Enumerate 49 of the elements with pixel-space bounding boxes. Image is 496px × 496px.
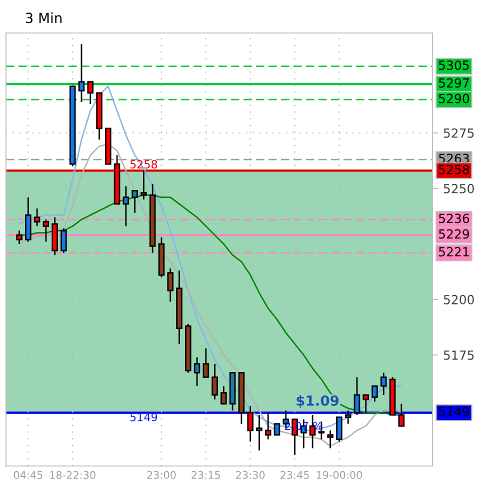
band-label: $1.09 <box>296 395 339 408</box>
y-tick-label: 5275 <box>444 128 474 138</box>
candlestick <box>60 228 67 254</box>
x-tick-label: 23:00 <box>147 471 176 479</box>
candlestick <box>42 218 50 242</box>
candlestick <box>247 405 254 442</box>
ref-line-label: 5236 <box>439 214 470 224</box>
x-tick-label: 18-22:30 <box>50 471 96 479</box>
candlestick <box>362 394 369 414</box>
candlestick <box>380 372 387 396</box>
x-tick-label: 04:45 <box>14 471 42 479</box>
candlestick <box>122 186 130 227</box>
y-tick-label: 5250 <box>444 184 474 194</box>
candlestick <box>264 412 272 440</box>
candlestick <box>336 416 342 442</box>
x-tick-label: 23:45 <box>280 471 309 479</box>
candlestick <box>87 81 94 105</box>
x-tick-label: 23:15 <box>192 471 220 479</box>
ref-line-label: 5258 <box>439 164 470 174</box>
candlestick <box>398 403 405 427</box>
candlestick <box>327 430 334 449</box>
annotation: 5149 <box>130 412 158 422</box>
candlestick <box>132 190 138 214</box>
candlestick <box>34 208 40 227</box>
candlestick <box>16 230 22 245</box>
ref-line-label: 5297 <box>439 78 469 88</box>
candlestick <box>220 385 227 405</box>
ref-line-label: 5305 <box>439 60 469 70</box>
candlestick <box>194 356 200 387</box>
candlestick <box>140 170 147 200</box>
ref-line-label: 5290 <box>439 94 470 104</box>
candlestick <box>202 348 210 378</box>
ref-line-label: 5149 <box>439 406 469 416</box>
y-tick-label: 5175 <box>444 350 474 360</box>
y-tick-label: 5200 <box>444 294 474 304</box>
candlestick <box>78 43 85 103</box>
annotation: 5258 <box>130 160 158 169</box>
x-tick-label: 23:30 <box>236 471 265 479</box>
candlestick <box>372 385 378 402</box>
chart-title: 3 Min <box>26 12 62 24</box>
ref-line-label: 5221 <box>439 247 469 256</box>
candlestick <box>167 268 174 302</box>
x-tick-label: 19-00:00 <box>316 471 362 479</box>
candlestick <box>344 410 352 425</box>
candlestick <box>274 423 280 436</box>
candlestick <box>354 376 360 416</box>
candlestick <box>256 414 262 452</box>
ref-line-label: 5229 <box>439 229 469 239</box>
candlestick <box>212 363 218 400</box>
